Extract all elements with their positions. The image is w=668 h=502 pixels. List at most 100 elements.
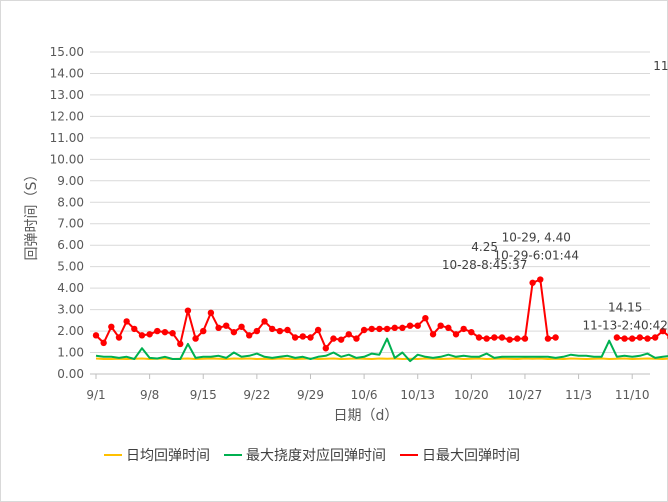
x-tick-label: 9/29 [297,388,324,402]
y-tick-label: 1.00 [57,346,84,360]
data-point [115,334,123,341]
legend-label: 日均回弹时间 [126,448,210,464]
data-point [223,322,230,329]
y-tick-label: 5.00 [57,260,84,274]
data-point [353,335,360,342]
data-point [123,318,130,325]
data-point [506,336,513,343]
data-point [299,333,307,340]
data-point [161,328,169,336]
y-tick-label: 3.00 [57,303,84,317]
data-point [491,334,498,341]
data-point [406,322,414,329]
data-point [414,322,421,329]
data-point [552,334,559,341]
x-tick-label: 9/8 [140,388,159,402]
annotation-date: 10-28-8:45:37 [442,258,527,272]
data-point [514,335,521,342]
data-point [261,318,268,325]
series-line-1 [95,337,668,363]
x-tick-label: 9/1 [86,388,105,402]
data-point [238,323,245,330]
y-tick-label: 8.00 [57,195,84,209]
annotation-value: 4.25 [471,240,498,254]
data-point [177,340,184,348]
data-point [445,324,452,332]
data-point [629,335,636,342]
y-tick-label: 12.00 [50,109,84,123]
data-point [154,327,161,335]
annotation-value: 14.15 [608,301,642,315]
data-point [169,330,176,337]
annotation-date: 11-17-13:30:49 [653,59,668,73]
data-point [399,324,406,332]
x-tick-label: 11/3 [565,388,592,402]
data-point [108,323,115,330]
data-point [437,322,444,329]
data-point [314,326,322,334]
data-point [253,327,261,335]
data-point [636,334,644,341]
data-point [200,327,207,335]
annotation-date: 10-29-6:01:44 [494,249,579,263]
data-point [483,335,490,342]
data-point [529,279,536,286]
legend: 日均回弹时间 最大挠度对应回弹时间 日最大回弹时间 [104,447,520,464]
data-point [391,324,398,332]
x-tick-label: 10/6 [351,388,378,402]
y-tick-label: 9.00 [57,174,84,188]
data-point [337,336,345,343]
x-tick-label: 10/20 [454,388,489,402]
data-point [644,335,651,342]
data-point [230,328,238,336]
y-tick-label: 7.00 [57,217,84,231]
y-tick-label: 0.00 [57,367,84,381]
data-point [383,325,391,333]
data-point [452,331,460,338]
x-tick-label: 11/10 [615,388,650,402]
data-point [498,334,506,341]
y-tick-label: 14.00 [50,66,84,80]
data-point [276,327,284,335]
data-point [131,325,138,333]
data-point [215,324,222,332]
x-axis-title: 日期（d） [334,408,399,424]
data-point [537,276,544,283]
data-point [307,334,314,341]
data-point [422,314,429,322]
data-point [376,325,383,333]
data-point [651,334,659,341]
data-point [284,326,291,334]
data-point [521,335,529,342]
grid-lines [90,51,650,354]
annotations: 4.25 10-28-8:45:37 10-29, 4.40 10-29-6:01:4… [442,59,668,333]
annotation-value: 10-29, 4.40 [502,231,571,245]
data-point [207,309,215,317]
data-point [146,331,153,338]
data-point [192,335,199,342]
y-tick-label: 10.00 [50,152,84,166]
y-tick-label: 15.00 [50,45,84,59]
x-tick-labels: 9/1 9/8 9/15 9/22 9/29 10/6 10/13 10/20 10/27 11/… [86,374,650,402]
x-tick-label: 9/22 [243,388,270,402]
data-point [184,307,192,314]
data-point [429,331,437,338]
data-point [100,339,107,347]
annotation-date: 11-13-2:40:42 [582,319,667,333]
y-tick-label: 2.00 [57,324,84,338]
data-point [138,332,146,339]
legend-label: 日最大回弹时间 [422,448,520,464]
data-point [659,327,667,335]
data-point [621,335,628,342]
data-point [268,325,276,333]
data-point [544,335,552,342]
y-tick-label: 4.00 [57,281,84,295]
data-point [468,328,475,336]
data-point [368,325,375,333]
data-point [330,335,337,342]
data-point [291,334,299,341]
y-tick-label: 6.00 [57,238,84,252]
data-point [92,332,100,339]
